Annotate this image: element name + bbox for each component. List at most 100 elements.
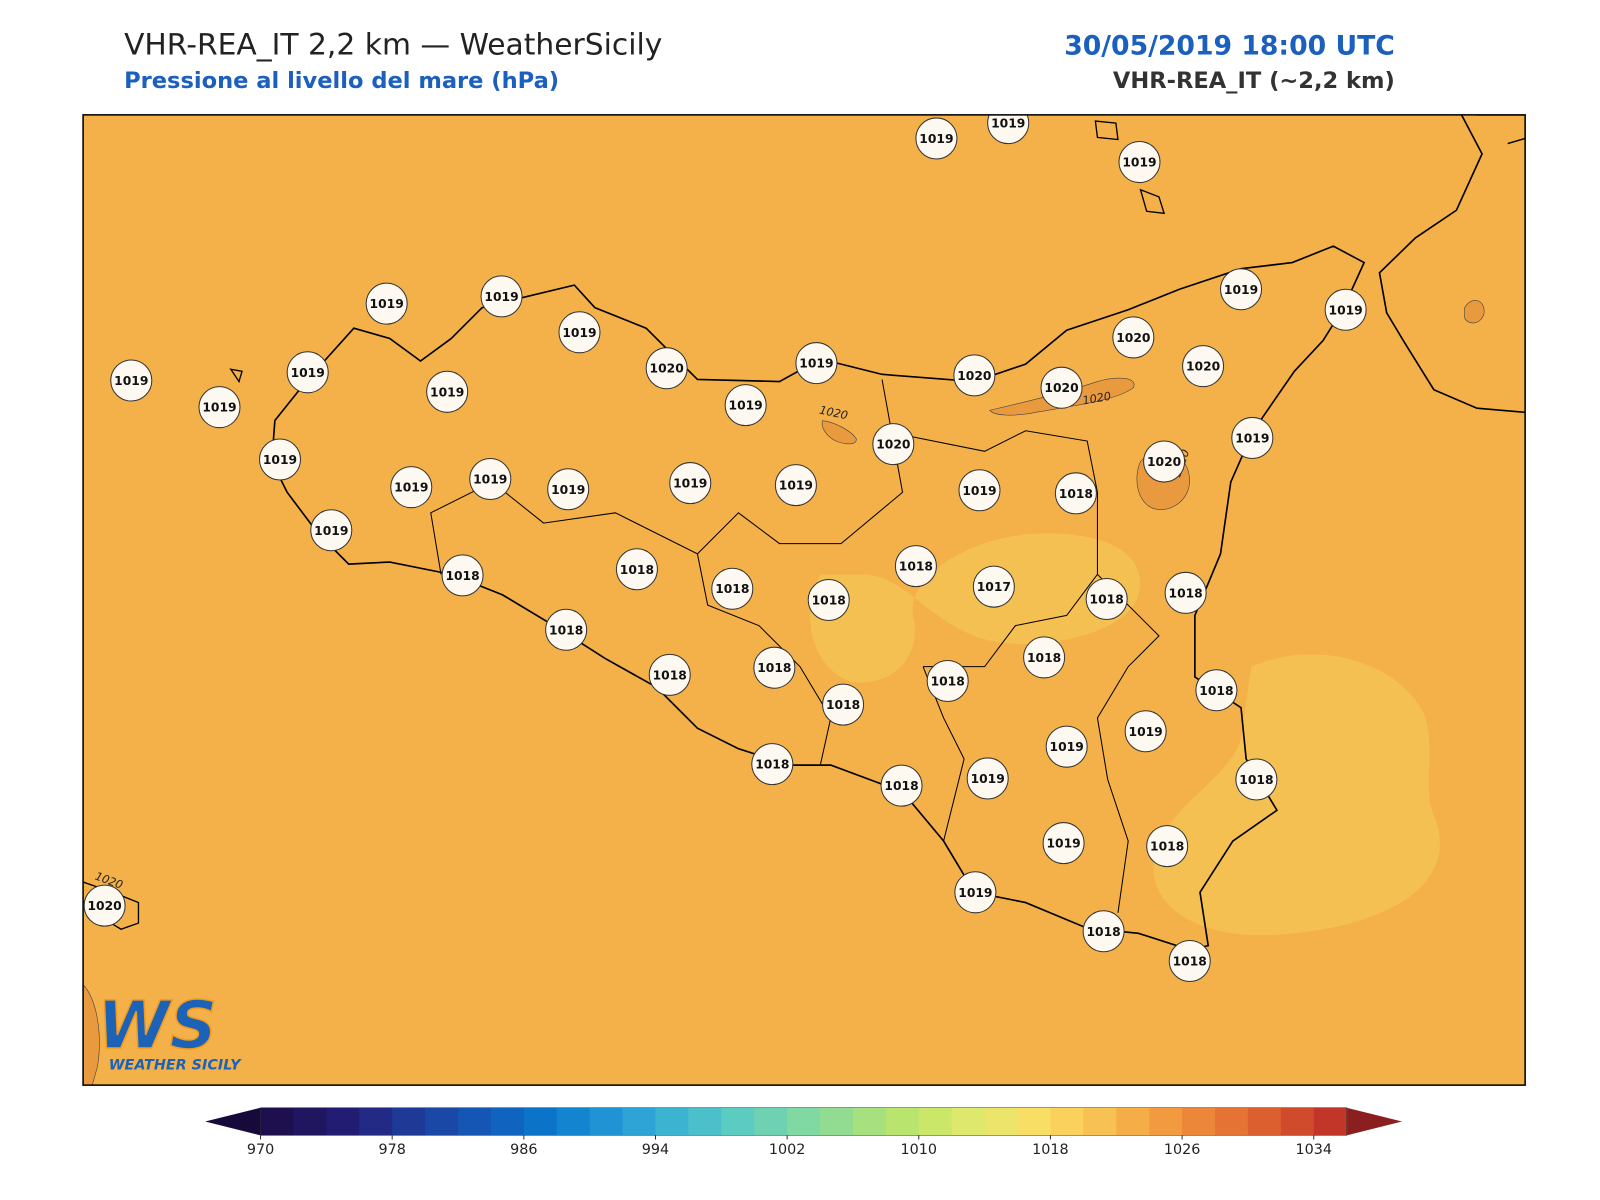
- station-marker: [310, 509, 353, 552]
- station: 1018: [1054, 472, 1097, 515]
- station-marker: [1112, 316, 1155, 359]
- station-marker: [1235, 758, 1278, 801]
- colorbar-segment: [359, 1107, 393, 1136]
- station: 1019: [469, 457, 512, 500]
- station-value: 1019: [729, 399, 763, 413]
- station-marker: [1324, 288, 1367, 331]
- station-marker: [110, 359, 153, 402]
- station-marker: [1040, 366, 1083, 409]
- station-value: 1018: [620, 563, 654, 577]
- station: 1019: [795, 342, 838, 385]
- station-marker: [1023, 636, 1066, 679]
- station-value: 1020: [650, 362, 684, 376]
- station-value: 1018: [549, 623, 583, 637]
- colorbar-tick-label: 978: [378, 1142, 405, 1158]
- station-marker: [894, 545, 937, 588]
- station-marker: [958, 469, 1001, 512]
- station-value: 1018: [1239, 773, 1273, 787]
- colorbar-segment: [754, 1107, 788, 1136]
- model: VHR-REA_IT (~2,2 km): [1113, 68, 1395, 94]
- pressure-region: [821, 420, 857, 445]
- subtitle: Pressione al livello del mare (hPa): [124, 68, 559, 94]
- station: 1018: [648, 653, 691, 696]
- station-marker: [1231, 416, 1274, 459]
- station-marker: [954, 871, 997, 914]
- station-value: 1018: [653, 668, 687, 682]
- station-marker: [480, 275, 523, 318]
- map-frame: [82, 114, 1526, 1086]
- station-value: 1019: [291, 366, 325, 380]
- station: 1018: [545, 608, 588, 651]
- station-marker: [1054, 472, 1097, 515]
- station-marker: [880, 764, 923, 807]
- station-marker: [286, 351, 329, 394]
- pressure-region: [83, 984, 100, 1086]
- station: 1018: [1164, 571, 1207, 614]
- station: 1019: [915, 117, 958, 160]
- station-marker: [724, 384, 767, 427]
- station-value: 1019: [114, 374, 148, 388]
- station-marker: [926, 660, 969, 703]
- station-value: 1020: [87, 899, 121, 913]
- province-border: [430, 379, 1160, 913]
- colorbar-tick-label: 994: [642, 1142, 669, 1158]
- station-value: 1018: [1086, 925, 1120, 939]
- station-value: 1018: [445, 569, 479, 583]
- station-value: 1019: [551, 483, 585, 497]
- station-value: 1019: [919, 132, 953, 146]
- pressure-region: [810, 533, 1141, 683]
- colorbar-segment: [688, 1107, 722, 1136]
- contour-label: 1020: [818, 404, 849, 423]
- station-value: 1019: [1235, 431, 1269, 445]
- station-marker: [1045, 725, 1088, 768]
- station: 1019: [1219, 268, 1263, 311]
- coastline: [1378, 114, 1526, 414]
- colorbar-segment: [655, 1107, 689, 1136]
- station: 1019: [286, 351, 329, 394]
- station: 1020: [872, 423, 915, 466]
- colorbar-segment: [392, 1107, 426, 1136]
- colorbar: 970 978 986 994 1002 1010 1018 1026 1034: [205, 1107, 1403, 1158]
- station: 1020: [83, 884, 126, 927]
- colorbar-segment: [326, 1107, 360, 1136]
- station-value: 1018: [899, 560, 933, 574]
- station-marker: [545, 608, 588, 651]
- colorbar-segment: [556, 1107, 591, 1136]
- colorbar-segment: [1182, 1107, 1216, 1136]
- station: 1020: [1143, 440, 1186, 483]
- station-marker: [1124, 710, 1167, 753]
- station-marker: [972, 565, 1015, 608]
- station-marker: [953, 354, 996, 397]
- station-value: 1019: [202, 401, 236, 415]
- station-value: 1019: [799, 357, 833, 371]
- station-marker: [872, 423, 915, 466]
- station-marker: [390, 466, 433, 509]
- station-marker: [774, 464, 817, 507]
- station: 1019: [1042, 822, 1085, 865]
- station-value: 1018: [715, 582, 749, 596]
- station-marker: [711, 567, 754, 610]
- station: 1018: [615, 548, 658, 591]
- colorbar-segment: [457, 1107, 492, 1136]
- station-value: 1018: [1090, 593, 1124, 607]
- station-marker: [365, 282, 408, 325]
- colorbar-segment: [787, 1107, 821, 1136]
- colorbar-segment: [1149, 1107, 1183, 1136]
- colorbar-segment: [622, 1107, 656, 1136]
- station-marker: [1182, 345, 1225, 388]
- colorbar-segment: [1083, 1107, 1117, 1136]
- station-value: 1019: [370, 297, 404, 311]
- station-value: 1019: [779, 479, 813, 493]
- station: 1018: [1235, 758, 1278, 801]
- coastline: [270, 245, 1366, 951]
- contour-label: 1020: [1082, 390, 1112, 408]
- station-marker: [83, 884, 126, 927]
- station-value: 1019: [958, 886, 992, 900]
- station: 1019: [110, 359, 153, 402]
- station: 1018: [711, 567, 754, 610]
- coastline: [1476, 114, 1526, 145]
- station-value: 1019: [430, 385, 464, 399]
- station-value: 1018: [931, 675, 965, 689]
